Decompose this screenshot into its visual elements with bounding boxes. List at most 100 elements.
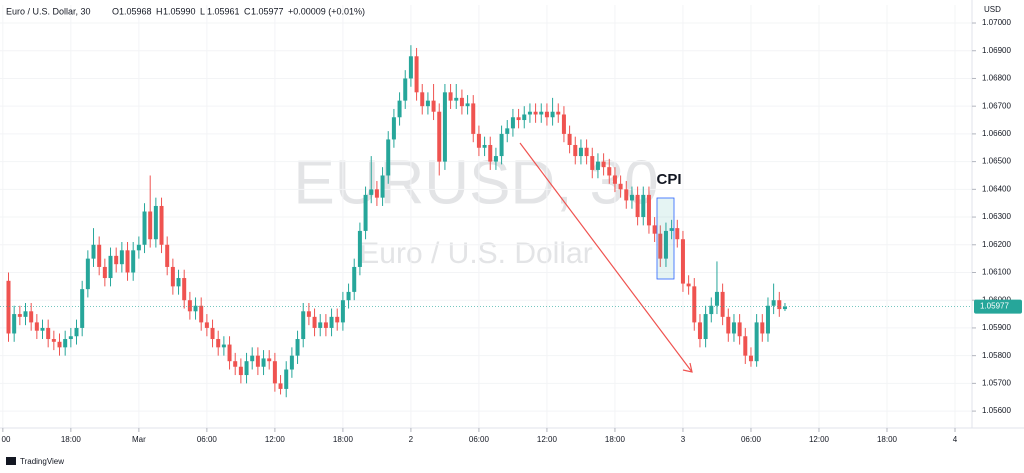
candle-body bbox=[465, 103, 470, 107]
candle-body bbox=[369, 189, 374, 195]
candle-body bbox=[85, 258, 90, 290]
candle-body bbox=[176, 278, 181, 287]
candle-body bbox=[80, 289, 85, 328]
candle-body bbox=[482, 144, 487, 148]
ohlc-value: 1.05977 bbox=[251, 6, 284, 16]
x-tick-label: 12:00 bbox=[809, 435, 830, 444]
candle-body bbox=[289, 355, 294, 370]
y-tick-label: 1.06400 bbox=[982, 184, 1011, 193]
candle-body bbox=[91, 244, 96, 259]
candle-body bbox=[153, 205, 158, 240]
candle-body bbox=[754, 322, 759, 362]
x-tick-label: 12:00 bbox=[265, 435, 286, 444]
candle-body bbox=[493, 156, 498, 162]
x-tick-label: 2 bbox=[409, 435, 414, 444]
candle-body bbox=[374, 189, 379, 198]
candle-body bbox=[731, 322, 736, 334]
candle-body bbox=[641, 194, 646, 218]
candle-body bbox=[550, 111, 555, 118]
candle-body bbox=[510, 117, 515, 129]
candles bbox=[6, 45, 787, 398]
candle-body bbox=[448, 92, 453, 101]
candle-body bbox=[561, 114, 566, 134]
candle-body bbox=[471, 103, 476, 134]
ohlc-value: 1.05990 bbox=[163, 6, 196, 16]
candle-body bbox=[6, 280, 11, 334]
y-tick-label: 1.05800 bbox=[982, 351, 1011, 360]
last-price-label: 1.05977 bbox=[980, 302, 1009, 311]
candle-body bbox=[658, 233, 663, 259]
candle-body bbox=[408, 56, 413, 79]
candle-body bbox=[686, 283, 691, 287]
candle-body bbox=[204, 322, 209, 328]
candle-body bbox=[544, 111, 549, 118]
y-tick-label: 1.06100 bbox=[982, 268, 1011, 277]
candle-body bbox=[573, 144, 578, 157]
candle-body bbox=[782, 306, 787, 310]
candle-body bbox=[714, 291, 719, 306]
ohlc-value: 1.05968 bbox=[119, 6, 152, 16]
candle-body bbox=[12, 314, 17, 334]
candle-body bbox=[618, 183, 623, 190]
candle-body bbox=[629, 194, 634, 201]
candle-body bbox=[148, 211, 153, 240]
y-tick-label: 1.07000 bbox=[982, 18, 1011, 27]
candle-body bbox=[697, 322, 702, 340]
candle-body bbox=[403, 78, 408, 101]
candle-body bbox=[272, 361, 277, 384]
candle-body bbox=[227, 344, 232, 362]
candle-body bbox=[295, 339, 300, 356]
candle-body bbox=[590, 156, 595, 170]
candle-body bbox=[187, 300, 192, 312]
candle-body bbox=[278, 383, 283, 389]
candle-body bbox=[578, 147, 583, 157]
candle-body bbox=[437, 111, 442, 162]
candle-body bbox=[335, 316, 340, 323]
x-tick-label: 06:00 bbox=[197, 435, 218, 444]
candle-body bbox=[108, 255, 113, 279]
candle-body bbox=[193, 305, 198, 312]
candle-body bbox=[170, 266, 175, 287]
candle-body bbox=[221, 344, 226, 348]
candle-body bbox=[748, 355, 753, 362]
x-tick-label: Mar bbox=[132, 435, 146, 444]
annotation: CPI bbox=[656, 171, 681, 188]
candle-body bbox=[131, 250, 136, 273]
candle-body bbox=[182, 278, 187, 301]
candle-body bbox=[391, 117, 396, 140]
y-tick-label: 1.06700 bbox=[982, 101, 1011, 110]
candle-body bbox=[397, 100, 402, 118]
candle-body bbox=[771, 300, 776, 306]
candle-body bbox=[102, 266, 107, 279]
candle-body bbox=[726, 316, 731, 334]
candle-body bbox=[165, 244, 170, 267]
y-tick-label: 1.06800 bbox=[982, 74, 1011, 83]
y-tick-label: 1.06900 bbox=[982, 46, 1011, 55]
candle-body bbox=[363, 194, 368, 231]
brand-text: TradingView bbox=[20, 457, 64, 466]
candle-body bbox=[488, 144, 493, 162]
candle-body bbox=[216, 339, 221, 348]
candle-body bbox=[68, 336, 73, 340]
candle-body bbox=[703, 314, 708, 340]
candle-body bbox=[635, 194, 640, 218]
candle-body bbox=[301, 311, 306, 340]
candle-body bbox=[556, 111, 561, 115]
candle-body bbox=[261, 358, 266, 367]
candle-body bbox=[323, 322, 328, 328]
x-tick-label: 12:00 bbox=[537, 435, 558, 444]
candle-body bbox=[709, 305, 714, 315]
candle-body bbox=[765, 305, 770, 334]
currency: USD bbox=[984, 5, 1001, 14]
y-tick-label: 1.05700 bbox=[982, 378, 1011, 387]
candle-body bbox=[737, 322, 742, 337]
candle-body bbox=[34, 322, 39, 331]
y-tick-label: 1.06300 bbox=[982, 212, 1011, 221]
y-tick-label: 1.06600 bbox=[982, 129, 1011, 138]
candle-body bbox=[17, 314, 22, 317]
candle-body bbox=[51, 339, 56, 342]
cpi-box bbox=[656, 197, 675, 280]
candle-body bbox=[63, 339, 68, 348]
candle-body bbox=[692, 286, 697, 323]
candle-body bbox=[159, 205, 164, 245]
